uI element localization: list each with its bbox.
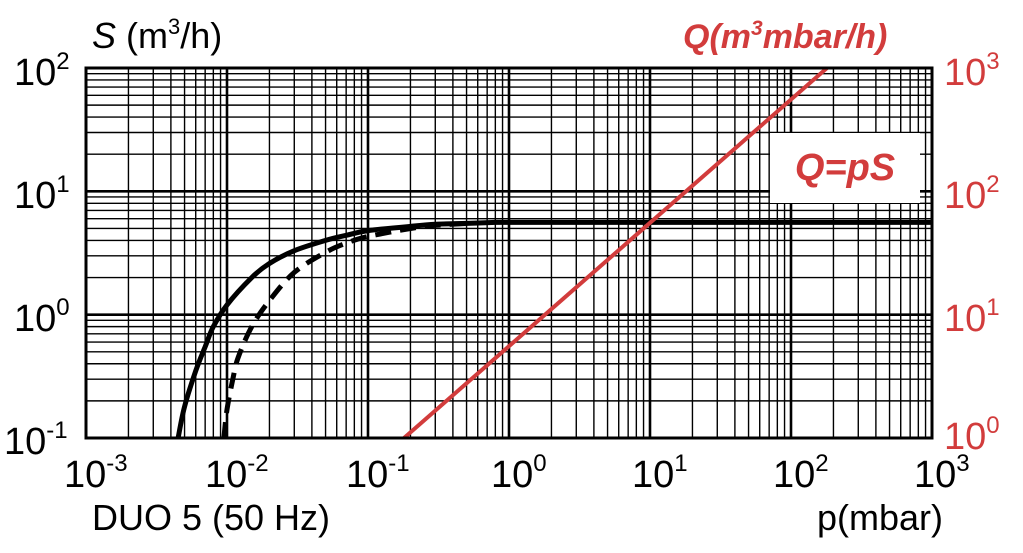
x-tick-label: 102 xyxy=(773,450,829,496)
left-axis-title: S (m3/h) xyxy=(92,15,223,56)
formula-text: Q=pS xyxy=(794,147,896,189)
right-axis-title-pre: Q(m xyxy=(683,18,751,56)
footer-model-label: DUO 5 (50 Hz) xyxy=(92,497,331,538)
y-left-tick-label: 10-1 xyxy=(4,417,68,463)
left-axis-unit-pre: (m xyxy=(116,15,168,56)
plot-frame xyxy=(84,66,934,440)
pumping-speed-dashed-curve xyxy=(221,220,467,439)
pumping-speed-solid-curve xyxy=(175,219,932,439)
left-axis-unit-post: /h) xyxy=(180,15,223,56)
y-left-tick-label: 101 xyxy=(14,171,70,217)
q-throughput-line xyxy=(402,66,829,440)
x-tick-label: 100 xyxy=(491,450,547,496)
right-axis-title: Q(m3mbar/h) xyxy=(683,17,888,56)
x-tick-label: 10-2 xyxy=(205,450,269,496)
y-right-tick-label: 101 xyxy=(944,294,1000,340)
x-tick-label: 10-1 xyxy=(346,450,410,496)
series-layer xyxy=(175,66,932,440)
right-axis-title-post: mbar/h) xyxy=(762,18,888,56)
y-left-tick-label: 102 xyxy=(14,48,70,94)
y-right-tick-label: 102 xyxy=(944,171,1000,217)
x-tick-label: 103 xyxy=(914,450,970,496)
right-axis-title-sup: 3 xyxy=(751,17,763,40)
y-left-tick-label: 100 xyxy=(14,294,70,340)
left-axis-unit-sup: 3 xyxy=(168,14,181,39)
grid-layer xyxy=(84,68,932,440)
y-right-tick-label: 103 xyxy=(944,48,1000,94)
x-axis-title: p(mbar) xyxy=(816,497,943,538)
left-axis-symbol: S xyxy=(92,15,117,56)
y-right-tick-label: 100 xyxy=(944,412,1000,458)
x-tick-label: 101 xyxy=(632,450,688,496)
x-tick-label: 10-3 xyxy=(64,450,128,496)
formula-annotation: Q=pS xyxy=(770,133,920,203)
